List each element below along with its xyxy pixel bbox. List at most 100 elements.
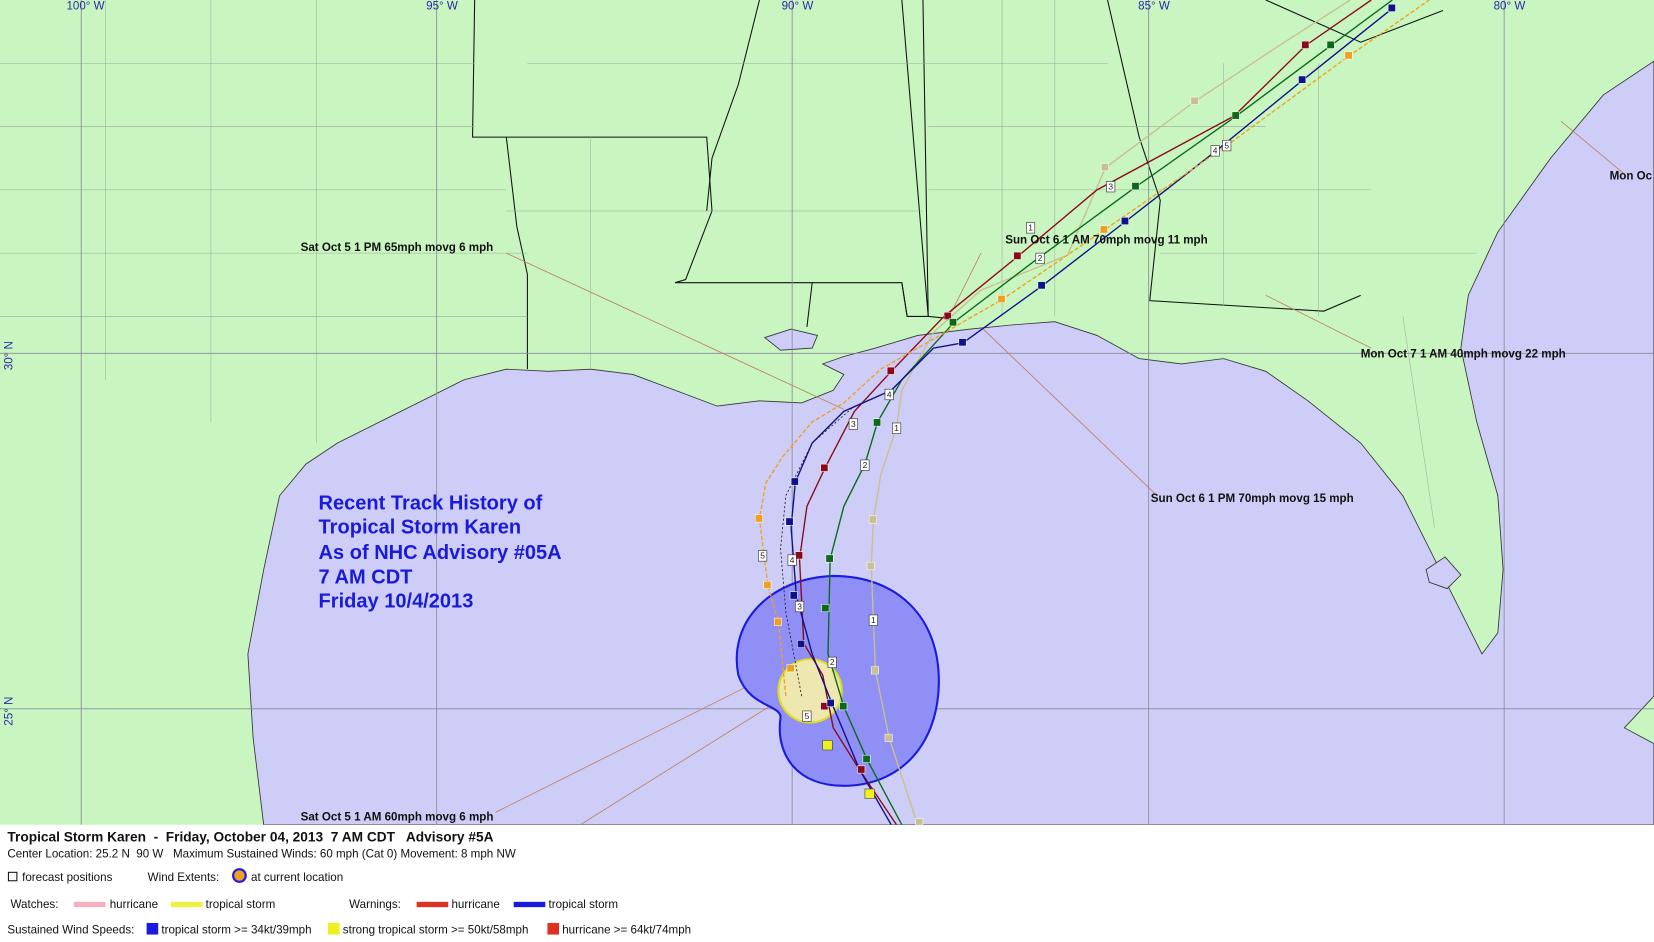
map-shape bbox=[915, 818, 924, 827]
map-shape bbox=[958, 338, 967, 347]
map-shape bbox=[579, 695, 787, 826]
lon-label: 100° W bbox=[66, 0, 104, 12]
history-line: Tropical Storm Karen bbox=[319, 517, 522, 539]
map-shape bbox=[886, 366, 895, 375]
map-shape bbox=[864, 788, 875, 799]
marker-label: 4 bbox=[790, 555, 795, 565]
map-shape bbox=[871, 666, 879, 675]
marker-box bbox=[848, 418, 858, 430]
map-shape bbox=[943, 311, 952, 320]
map-shape bbox=[873, 418, 882, 427]
footer-bg bbox=[0, 824, 1654, 942]
legend-text: tropical storm bbox=[548, 898, 618, 911]
marker-label: 1 bbox=[871, 615, 876, 625]
history-line: Friday 10/4/2013 bbox=[319, 591, 474, 613]
marker-box bbox=[860, 459, 870, 471]
marker-box bbox=[827, 656, 837, 669]
history-line: Recent Track History of bbox=[319, 492, 543, 514]
legend-text: forecast positions bbox=[22, 871, 112, 884]
marker-label: 4 bbox=[887, 389, 892, 399]
track-line bbox=[790, 7, 1393, 826]
lake bbox=[763, 328, 819, 351]
map-shape bbox=[1301, 40, 1310, 49]
marker-box bbox=[795, 600, 805, 613]
marker-box bbox=[884, 388, 894, 401]
leader-lines bbox=[495, 120, 1625, 826]
track-points bbox=[754, 3, 1396, 827]
lake bbox=[1425, 556, 1462, 590]
marker-label: 4 bbox=[1213, 146, 1218, 156]
map-shape bbox=[980, 326, 1156, 494]
watch-ts-icon bbox=[170, 901, 203, 908]
marker-label: 3 bbox=[797, 601, 802, 611]
speed-ts-icon bbox=[146, 922, 159, 935]
map-shape bbox=[1131, 182, 1140, 191]
map-shape bbox=[884, 733, 893, 742]
map-shape bbox=[821, 604, 830, 613]
legend-text: Sustained Wind Speeds: bbox=[7, 923, 134, 936]
marker-label: 2 bbox=[830, 657, 835, 667]
map-shape bbox=[820, 463, 829, 472]
lon-label: 85° W bbox=[1138, 0, 1170, 12]
annotation: Sun Oct 6 1 PM 70mph movg 15 mph bbox=[1151, 492, 1354, 505]
map-shape bbox=[997, 295, 1006, 303]
map-shape bbox=[1037, 281, 1046, 290]
lon-label: 95° W bbox=[426, 0, 458, 12]
map-shape bbox=[1298, 75, 1307, 84]
map-shape bbox=[866, 561, 875, 570]
marker-box bbox=[1106, 181, 1116, 193]
legend-text: strong tropical storm >= 50kt/58mph bbox=[343, 923, 529, 936]
map-shape bbox=[785, 517, 794, 526]
map-shape bbox=[1265, 294, 1372, 349]
track-line bbox=[758, 0, 1430, 697]
marker-box bbox=[892, 422, 902, 434]
history-line: As of NHC Advisory #05A bbox=[319, 542, 562, 564]
legend-text: at current location bbox=[251, 871, 343, 884]
marker-label: 5 bbox=[760, 551, 765, 561]
annotation: Sat Oct 5 1 AM 60mph movg 6 mph bbox=[301, 811, 494, 824]
map-shape bbox=[1099, 225, 1108, 234]
marker-label: 2 bbox=[863, 460, 868, 470]
marker-box bbox=[1222, 139, 1232, 152]
marker-box bbox=[1210, 145, 1220, 157]
map-shape bbox=[789, 591, 798, 600]
legend-text: tropical storm >= 34kt/39mph bbox=[161, 923, 311, 936]
map-shape bbox=[857, 765, 866, 774]
map-shape bbox=[1387, 3, 1396, 12]
marker-box bbox=[1026, 222, 1036, 234]
marker-box bbox=[868, 614, 878, 626]
marker-label: 2 bbox=[1038, 253, 1043, 263]
map-shape bbox=[901, 282, 908, 317]
map-shape bbox=[1100, 163, 1109, 172]
lat-label: 25° N bbox=[3, 697, 16, 726]
legend-text: Watches: bbox=[11, 898, 59, 911]
map-shape bbox=[826, 699, 835, 707]
footer-title: Tropical Storm Karen - Friday, October 0… bbox=[7, 830, 493, 845]
map-shape bbox=[1560, 120, 1625, 175]
map-shape bbox=[839, 702, 848, 711]
annotation: Sat Oct 5 1 PM 65mph movg 6 mph bbox=[301, 241, 494, 254]
map-shape bbox=[1326, 40, 1335, 49]
map-shape bbox=[1013, 251, 1022, 260]
map-shape bbox=[790, 477, 799, 486]
legend-text: Wind Extents: bbox=[148, 871, 220, 884]
tracks bbox=[758, 0, 1430, 826]
marker-label: 5 bbox=[805, 711, 810, 721]
legend-text: tropical storm bbox=[206, 898, 276, 911]
marker-label: 3 bbox=[1108, 181, 1113, 191]
map-shape bbox=[1120, 217, 1129, 225]
map-shape bbox=[763, 580, 772, 589]
annotation: Mon Oct 7 1 AM 40mph movg 22 mph bbox=[1361, 348, 1566, 361]
marker-label: 3 bbox=[851, 419, 856, 429]
annotation: Mon Oc bbox=[1610, 169, 1653, 182]
lat-label: 30° N bbox=[3, 341, 16, 370]
map-shape bbox=[1190, 96, 1199, 105]
map-shape bbox=[1107, 0, 1361, 312]
marker-label: 5 bbox=[1224, 140, 1229, 150]
map-shape bbox=[754, 514, 763, 523]
county-lines bbox=[0, 0, 1477, 528]
current-icon bbox=[232, 868, 247, 883]
legend-text: hurricane >= 64kt/74mph bbox=[562, 923, 691, 936]
